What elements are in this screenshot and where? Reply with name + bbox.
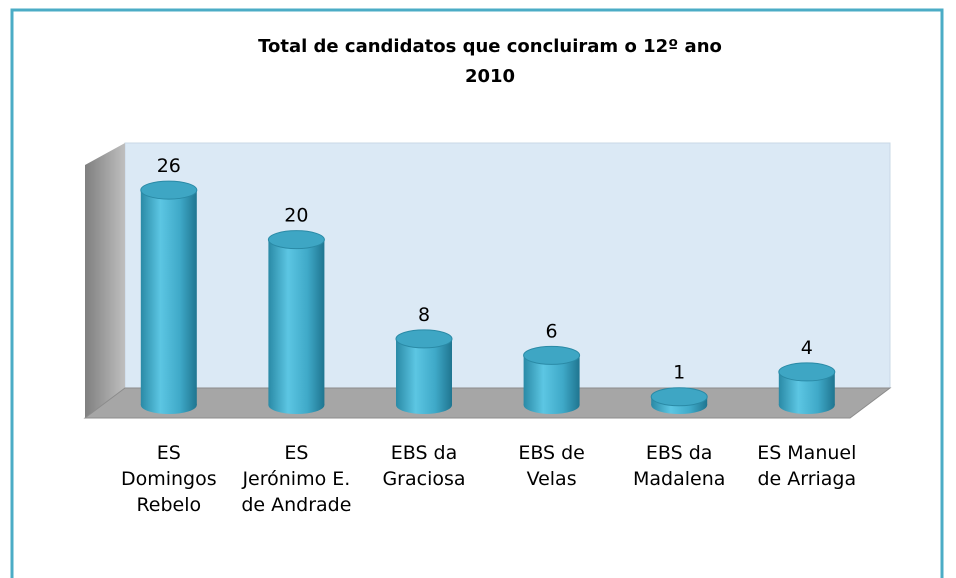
x-tick-label: EBS de Velas	[518, 442, 585, 490]
x-tick-label: ES Domingos Rebelo	[120, 442, 217, 516]
x-tick-label: ES Jerónimo E. de Andrade	[241, 442, 352, 516]
bar-base	[268, 396, 325, 414]
chart-subtitle: 2010	[465, 66, 515, 87]
bar-top	[778, 362, 836, 382]
chart-title: Total de candidatos que concluiram o 12º…	[258, 36, 722, 57]
value-label: 20	[284, 205, 308, 227]
x-tick-label: EBS da Madalena	[632, 442, 726, 490]
bar-base	[140, 396, 197, 414]
value-label: 26	[157, 155, 181, 177]
bar-base	[396, 396, 452, 414]
x-tick-label: EBS da Graciosa	[382, 442, 466, 490]
x-tick-label: ES Manuel de Arriaga	[757, 442, 857, 490]
bar-base	[523, 396, 580, 414]
bar-top	[395, 329, 453, 349]
bar-body	[396, 338, 452, 405]
value-label: 6	[546, 320, 558, 342]
bar-top	[523, 345, 581, 365]
bar-top	[140, 180, 198, 200]
side-wall	[85, 143, 125, 418]
bar-base	[778, 396, 835, 414]
frame	[10, 8, 944, 578]
bar-top	[650, 387, 708, 407]
value-label: 8	[418, 304, 430, 326]
bar-body	[268, 239, 325, 405]
back-wall	[124, 142, 891, 389]
value-label: 1	[673, 362, 685, 384]
bar-body	[140, 190, 197, 405]
bar-top	[267, 230, 325, 250]
floor	[83, 387, 892, 419]
value-label: 4	[801, 337, 813, 359]
